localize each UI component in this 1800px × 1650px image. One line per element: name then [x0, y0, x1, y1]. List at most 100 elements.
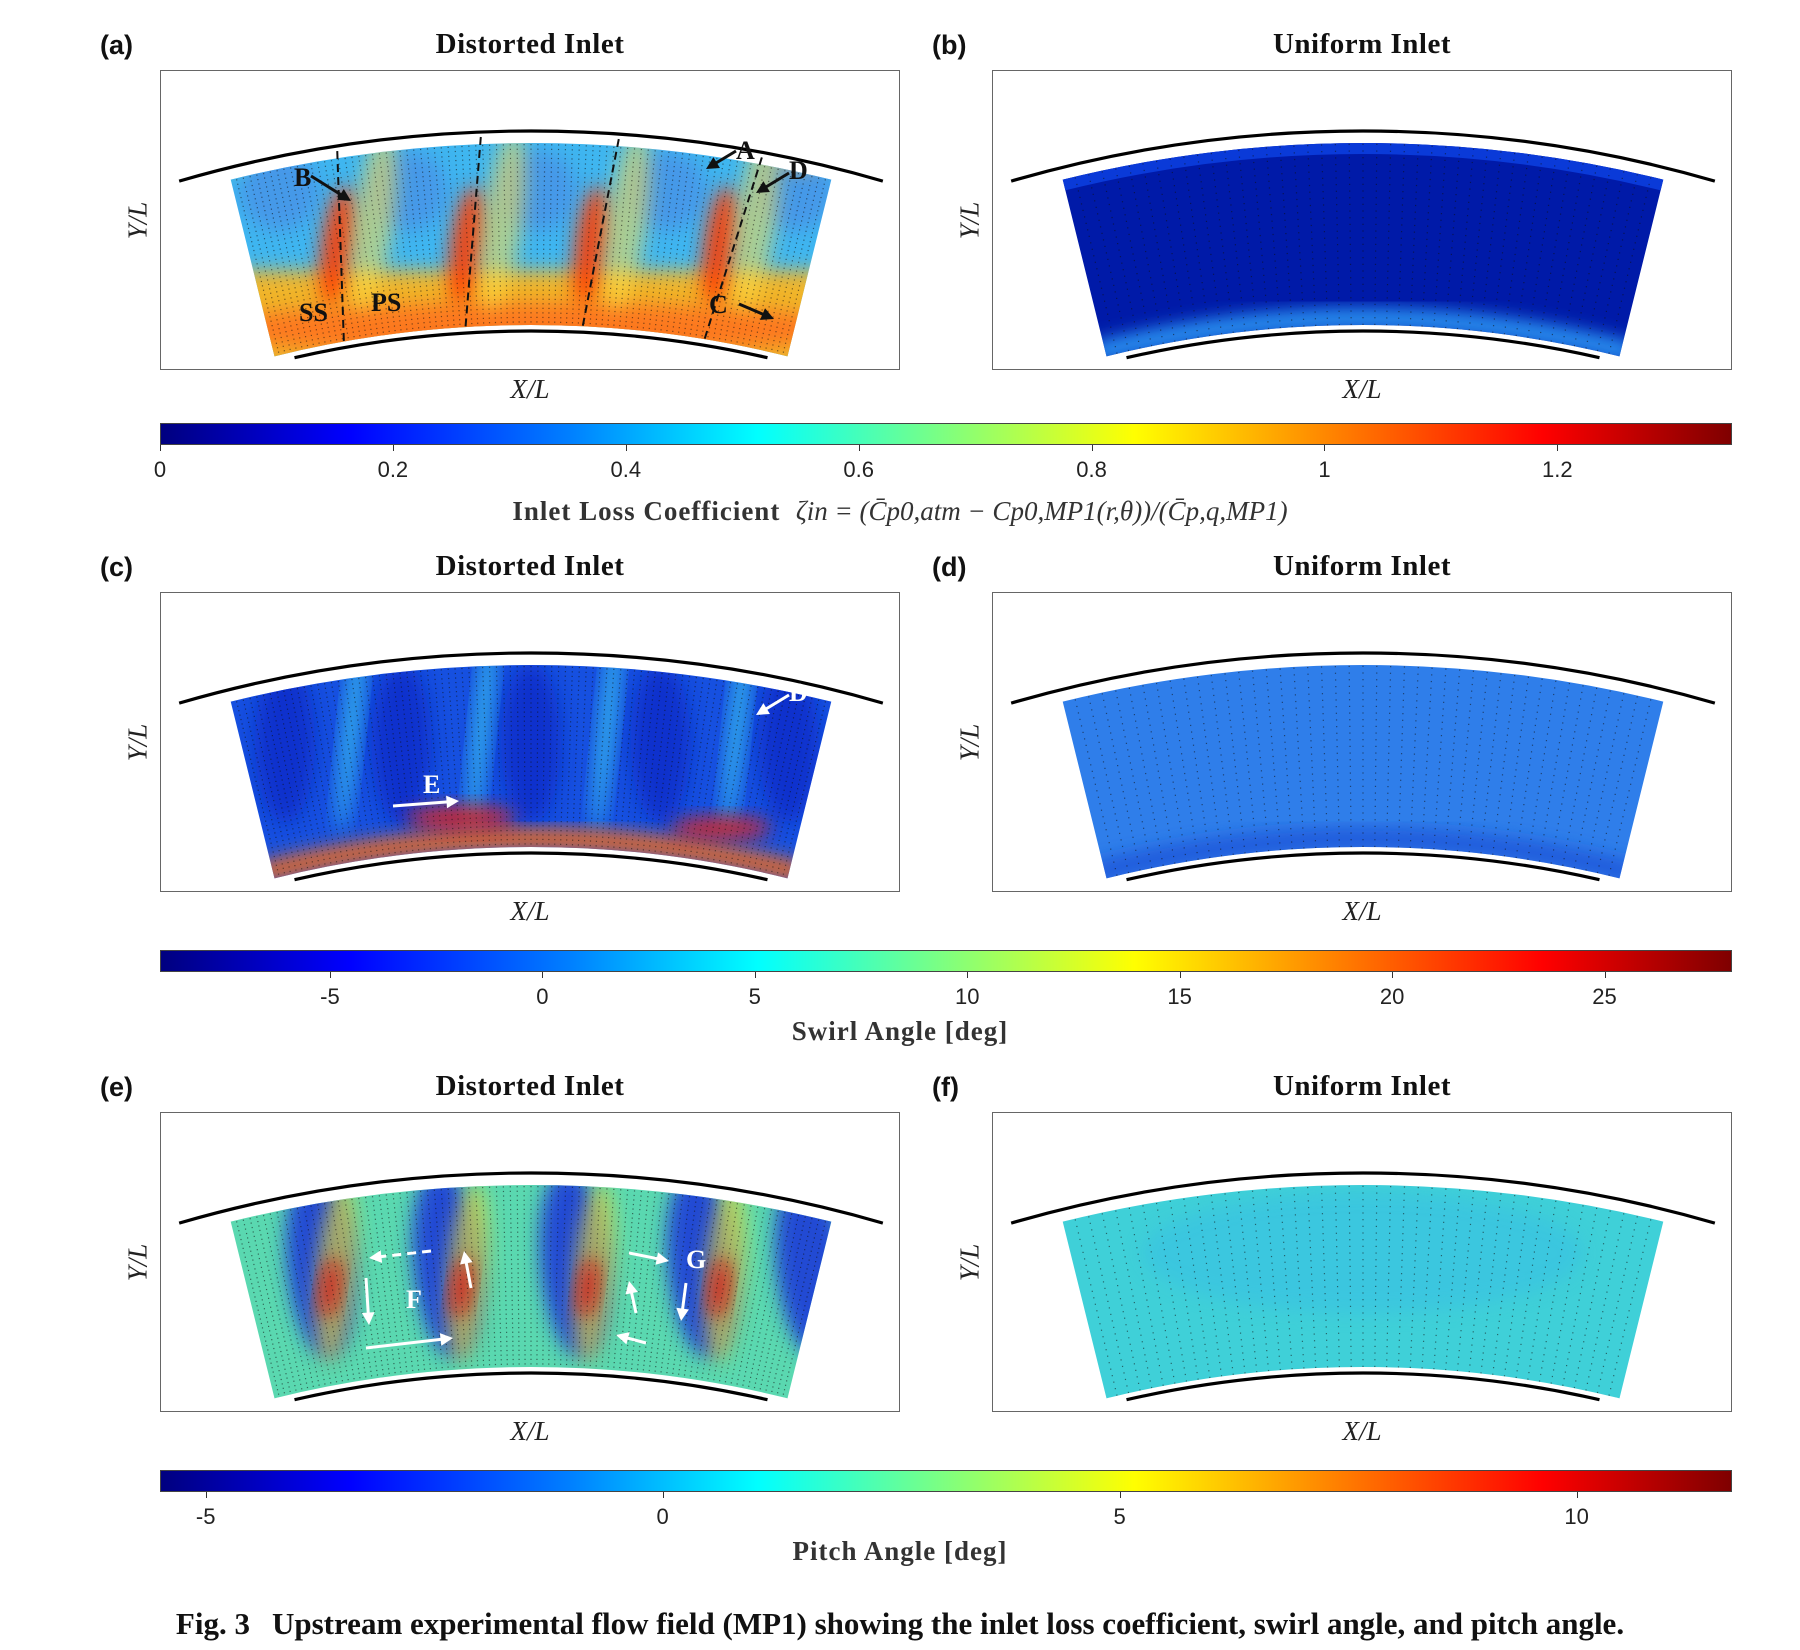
annotation-label: F: [406, 1285, 422, 1314]
colorbar-tick-label: 0.2: [377, 457, 409, 482]
colorbar-tick: [754, 972, 756, 978]
colorbar-tick-label: 20: [1379, 984, 1405, 1009]
ylabel-f: Y/L: [954, 1243, 985, 1282]
field-region: [501, 664, 561, 823]
xlabel-b: X/L: [1342, 374, 1382, 404]
colorbar-tick: [1179, 972, 1181, 978]
arrow-head: [756, 181, 770, 193]
colorbar-tick: [1324, 445, 1326, 451]
xlabel-e: X/L: [510, 1416, 550, 1446]
colorbar-tick-label: 15: [1167, 984, 1192, 1009]
colorbar-tick: [542, 972, 544, 978]
field-region: [701, 186, 738, 306]
colorbar-tick: [625, 445, 627, 451]
endwall-arcs: [1010, 651, 1716, 882]
annotation-arrow: [392, 800, 452, 808]
colorbar-pitch-title: Pitch Angle [deg]: [792, 1536, 1008, 1566]
field-region: [671, 817, 771, 839]
colorbar-tick-label: -5: [320, 984, 340, 1009]
colorbar-tick: [1392, 972, 1394, 978]
endwall-arcs: [1010, 129, 1716, 360]
annotation-arrow: [762, 693, 790, 713]
colorbar-tick-label: 0: [656, 1504, 669, 1529]
wake-line: [580, 138, 620, 331]
figure-caption: Fig. 3 Upstream experimental flow field (…: [0, 1606, 1800, 1642]
annotation-arrow: [762, 171, 790, 191]
panel-title-b: Uniform Inlet: [1272, 28, 1452, 60]
xlabel-f: X/L: [1342, 1416, 1382, 1446]
panel-letter-d: (d): [932, 552, 967, 582]
colorbar-tick: [392, 445, 394, 451]
annotation-label: C: [709, 290, 728, 319]
field-region: [371, 664, 432, 823]
annotation-label: A: [736, 136, 755, 165]
colorbar-swirl-title: Swirl Angle [deg]: [791, 1016, 1009, 1046]
panel-title-a: Distorted Inlet: [435, 28, 625, 60]
colorbar-tick: [160, 445, 161, 451]
colorbar-tick: [1557, 445, 1559, 451]
colorbar-tick-label: 0.6: [843, 457, 874, 482]
arrow-head: [446, 795, 459, 809]
colorbar-tick: [1604, 972, 1606, 978]
colorbar-tick-label: 5: [1113, 1504, 1126, 1529]
panel-title-d: Uniform Inlet: [1272, 550, 1452, 582]
colorbar-tick-label: 10: [954, 984, 980, 1009]
annotation-label: D: [789, 678, 808, 707]
endwall-arcs: [178, 129, 884, 360]
panel-title-c: Distorted Inlet: [435, 550, 625, 582]
wake-line: [464, 136, 482, 332]
plot-f: [992, 1112, 1732, 1412]
field-region: [319, 186, 356, 306]
colorbar-tick-label: 0.8: [1076, 457, 1107, 482]
colorbar-tick-label: 1: [1318, 457, 1331, 482]
panel-letter-e: (e): [100, 1072, 133, 1102]
xlabel-d: X/L: [1342, 896, 1382, 926]
arrow-head: [676, 1307, 689, 1321]
colorbar-loss-formula: ζin = (C̄p0,atm − Cp0,MP1(r,θ))/(C̄p,q,M…: [795, 496, 1288, 526]
colorbar-tick: [662, 1492, 664, 1498]
colorbar-tick-label: 10: [1564, 1504, 1589, 1529]
colorbar-tick-label: 0: [153, 457, 167, 482]
arrow-head: [706, 157, 720, 169]
contour-field: [1062, 142, 1664, 357]
annotation-arrow: [376, 1249, 432, 1259]
field-region: [709, 1258, 730, 1318]
field-region: [468, 664, 497, 833]
wake-line: [702, 157, 763, 344]
annotation-arrow: [464, 1258, 473, 1289]
ylabel-c: Y/L: [122, 723, 153, 762]
field-region: [732, 142, 780, 311]
annotation-arrow: [628, 1251, 662, 1261]
colorbar-tick-label: 0: [536, 984, 549, 1009]
field-region: [572, 186, 609, 306]
arrow-head: [337, 188, 351, 201]
plot-d: [992, 592, 1732, 892]
colorbar-tick: [1576, 1492, 1578, 1498]
colorbar-tick-label: 5: [748, 984, 761, 1009]
plot-a: B A D SS PS C: [160, 70, 900, 370]
caption-number: Fig. 3: [175, 1606, 250, 1641]
arrow-head: [460, 1251, 473, 1265]
colorbar-tick: [205, 1492, 207, 1498]
colorbar-tick-label: 25: [1592, 984, 1617, 1009]
annotation-label: D: [789, 156, 808, 185]
annotation-label: G: [686, 1245, 706, 1274]
colorbar-loss: [160, 423, 1732, 445]
colorbar-loss-label: Inlet Loss Coefficient: [512, 496, 781, 526]
colorbar-tick: [858, 445, 860, 451]
annotation-arrow: [365, 1337, 446, 1350]
colorbar-pitch: [160, 1470, 1732, 1492]
colorbar-tick: [1119, 1492, 1121, 1498]
contour-field: [1062, 1184, 1664, 1399]
colorbar-tick: [329, 972, 331, 978]
endwall-arcs: [178, 1171, 884, 1402]
arrow-head: [361, 1312, 375, 1325]
annotation-label: PS: [371, 288, 401, 317]
panel-title-e: Distorted Inlet: [435, 1070, 625, 1102]
annotation-arrow: [712, 149, 737, 167]
arrow-head: [616, 1332, 630, 1345]
panel-letter-b: (b): [932, 30, 967, 60]
annotation-arrow: [364, 1277, 370, 1318]
